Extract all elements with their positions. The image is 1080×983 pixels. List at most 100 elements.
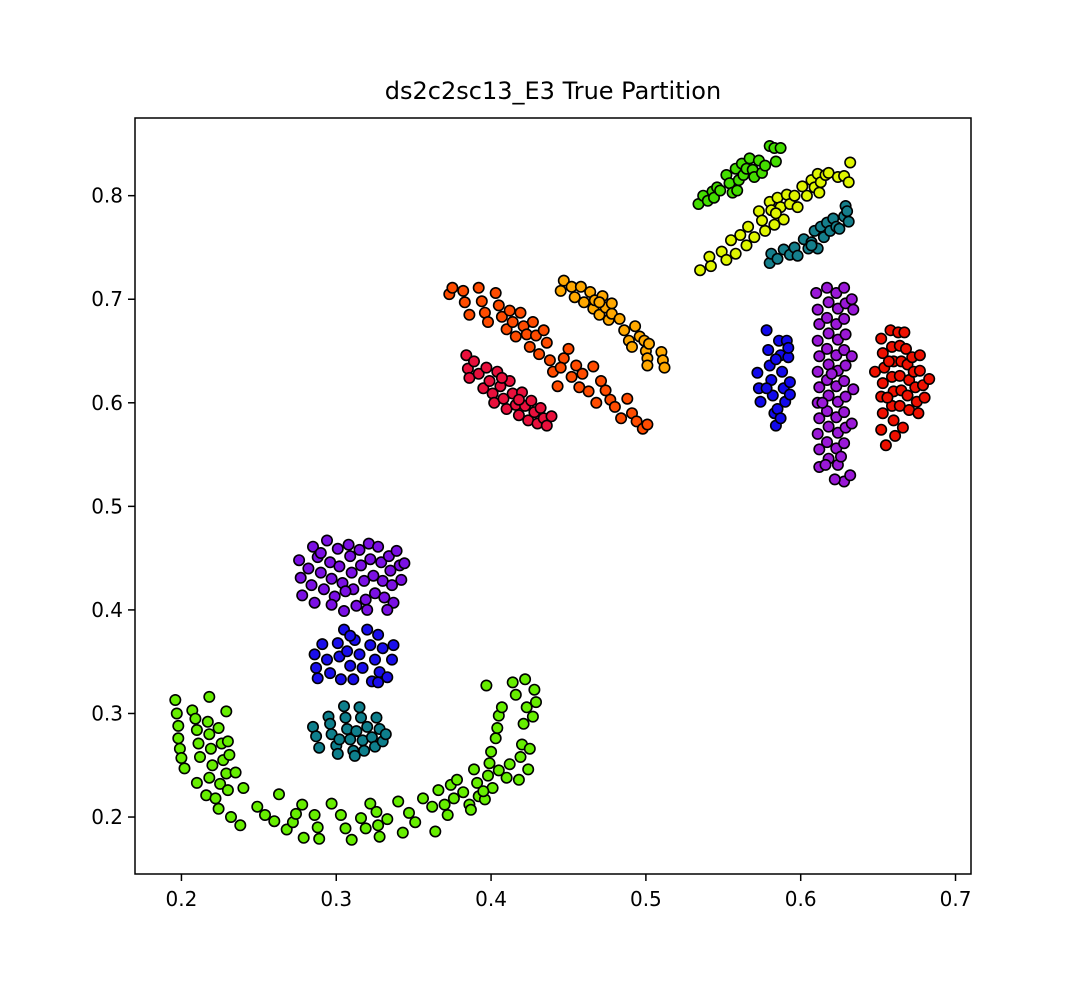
- data-point: [289, 807, 302, 820]
- data-point: [813, 186, 826, 199]
- data-point: [791, 249, 804, 262]
- data-point: [796, 180, 809, 193]
- data-point: [820, 342, 833, 355]
- data-point: [481, 769, 494, 782]
- cluster-11: [692, 140, 787, 211]
- data-point: [441, 808, 454, 821]
- data-point: [331, 637, 344, 650]
- data-point: [503, 304, 516, 317]
- data-point: [618, 324, 631, 337]
- data-point: [372, 819, 385, 832]
- data-point: [517, 717, 530, 730]
- data-point: [783, 388, 796, 401]
- data-point: [364, 797, 377, 810]
- data-point: [576, 367, 589, 380]
- data-point: [190, 776, 203, 789]
- data-point: [373, 830, 386, 843]
- cluster-6: [443, 281, 654, 435]
- data-point: [409, 816, 422, 829]
- data-point: [320, 534, 333, 547]
- data-point: [813, 412, 826, 425]
- data-point: [759, 224, 772, 237]
- data-point: [302, 562, 315, 575]
- cluster-9: [810, 281, 860, 488]
- data-point: [842, 176, 855, 189]
- data-point: [503, 758, 516, 771]
- data-point: [819, 458, 832, 471]
- data-point: [398, 557, 411, 570]
- data-point: [724, 234, 737, 247]
- data-point: [838, 281, 851, 294]
- data-point: [359, 822, 372, 835]
- data-point: [354, 711, 367, 724]
- data-point: [813, 443, 826, 456]
- data-point: [381, 671, 394, 684]
- data-point: [370, 805, 383, 818]
- data-point: [742, 220, 755, 233]
- data-point: [621, 392, 634, 405]
- data-point: [526, 315, 539, 328]
- data-point: [258, 808, 271, 821]
- data-point: [314, 566, 327, 579]
- data-point: [364, 553, 377, 566]
- data-point: [694, 264, 707, 277]
- data-point: [605, 297, 618, 310]
- data-point: [729, 247, 742, 260]
- data-point: [896, 421, 909, 434]
- data-point: [294, 571, 307, 584]
- data-point: [791, 201, 804, 214]
- data-point: [599, 384, 612, 397]
- data-point: [331, 747, 344, 760]
- data-point: [251, 800, 264, 813]
- data-point: [450, 773, 463, 786]
- data-point: [376, 642, 389, 655]
- data-point: [359, 593, 372, 606]
- data-point: [813, 350, 826, 363]
- data-point: [220, 705, 233, 718]
- data-point: [317, 583, 330, 596]
- cluster-13: [763, 200, 855, 269]
- data-point: [385, 579, 398, 592]
- data-point: [353, 543, 366, 556]
- data-point: [590, 396, 603, 409]
- data-point: [822, 296, 835, 309]
- data-point: [212, 802, 225, 815]
- data-point: [833, 222, 846, 235]
- data-point: [463, 308, 476, 321]
- data-point: [306, 540, 319, 553]
- y-tick-label: 0.6: [91, 391, 123, 415]
- cluster-10: [868, 324, 936, 452]
- data-point: [201, 715, 214, 728]
- cluster-4: [293, 534, 411, 617]
- data-point: [828, 473, 841, 486]
- data-point: [313, 832, 326, 845]
- data-point: [820, 281, 833, 294]
- data-point: [464, 803, 477, 816]
- data-point: [923, 372, 936, 385]
- data-point: [554, 361, 567, 374]
- data-point: [813, 381, 826, 394]
- data-point: [570, 359, 583, 372]
- data-point: [172, 732, 185, 745]
- data-point: [457, 786, 470, 799]
- data-point: [347, 673, 360, 686]
- data-point: [426, 800, 439, 813]
- data-point: [214, 777, 227, 790]
- data-point: [842, 215, 855, 228]
- data-point: [467, 763, 480, 776]
- data-point: [755, 214, 768, 227]
- data-point: [296, 589, 309, 602]
- data-point: [358, 574, 371, 587]
- data-point: [841, 205, 854, 218]
- data-point: [748, 231, 761, 244]
- data-point: [209, 792, 222, 805]
- x-tick-label: 0.7: [940, 887, 972, 911]
- data-point: [416, 792, 429, 805]
- data-point: [847, 383, 860, 396]
- data-point: [489, 732, 502, 745]
- data-point: [268, 815, 281, 828]
- data-point: [509, 688, 522, 701]
- data-point: [816, 396, 829, 409]
- data-point: [613, 312, 626, 325]
- plot-frame: [134, 117, 972, 875]
